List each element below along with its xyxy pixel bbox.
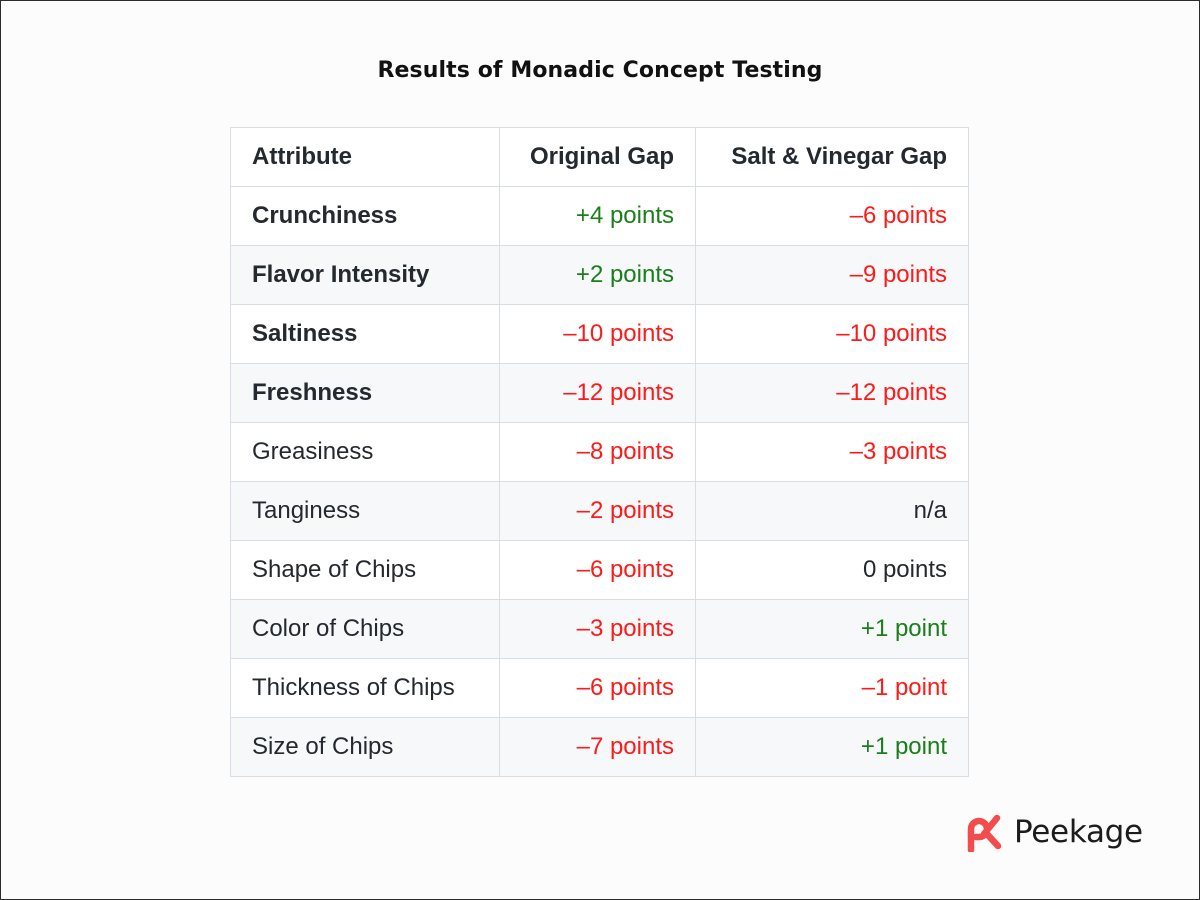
salt-vinegar-gap-cell: +1 point [695,717,969,777]
table-row: Tanginess –2 points n/a [230,481,969,541]
attribute-cell: Flavor Intensity [230,245,500,305]
results-table: Attribute Original Gap Salt & Vinegar Ga… [230,127,969,777]
attribute-cell: Color of Chips [230,599,500,659]
header-salt-vinegar-gap: Salt & Vinegar Gap [695,127,969,187]
peekage-pk-logo-icon [964,812,1004,852]
original-gap-cell: +2 points [499,245,696,305]
header-attribute: Attribute [230,127,500,187]
table-row: Greasiness –8 points –3 points [230,422,969,482]
attribute-cell: Size of Chips [230,717,500,777]
original-gap-cell: –6 points [499,540,696,600]
salt-vinegar-gap-cell: –9 points [695,245,969,305]
attribute-cell: Freshness [230,363,500,423]
original-gap-cell: –8 points [499,422,696,482]
table-row: Freshness –12 points –12 points [230,363,969,423]
attribute-cell: Shape of Chips [230,540,500,600]
attribute-cell: Tanginess [230,481,500,541]
table-row: Crunchiness +4 points –6 points [230,186,969,246]
original-gap-cell: –10 points [499,304,696,364]
original-gap-cell: –2 points [499,481,696,541]
table-row: Size of Chips –7 points +1 point [230,717,969,777]
original-gap-cell: –12 points [499,363,696,423]
salt-vinegar-gap-cell: –3 points [695,422,969,482]
salt-vinegar-gap-cell: –6 points [695,186,969,246]
table-row: Thickness of Chips –6 points –1 point [230,658,969,718]
table-row: Saltiness –10 points –10 points [230,304,969,364]
salt-vinegar-gap-cell: +1 point [695,599,969,659]
table-row: Shape of Chips –6 points 0 points [230,540,969,600]
attribute-cell: Saltiness [230,304,500,364]
table-header-row: Attribute Original Gap Salt & Vinegar Ga… [230,127,969,187]
attribute-cell: Greasiness [230,422,500,482]
peekage-logo-text: Peekage [1014,814,1143,850]
salt-vinegar-gap-cell: 0 points [695,540,969,600]
table-row: Color of Chips –3 points +1 point [230,599,969,659]
page-title: Results of Monadic Concept Testing [377,58,823,83]
table-row: Flavor Intensity +2 points –9 points [230,245,969,305]
salt-vinegar-gap-cell: n/a [695,481,969,541]
salt-vinegar-gap-cell: –12 points [695,363,969,423]
attribute-cell: Thickness of Chips [230,658,500,718]
header-original-gap: Original Gap [499,127,696,187]
original-gap-cell: –6 points [499,658,696,718]
salt-vinegar-gap-cell: –10 points [695,304,969,364]
attribute-cell: Crunchiness [230,186,500,246]
original-gap-cell: –7 points [499,717,696,777]
salt-vinegar-gap-cell: –1 point [695,658,969,718]
original-gap-cell: –3 points [499,599,696,659]
original-gap-cell: +4 points [499,186,696,246]
peekage-logo: Peekage [964,812,1143,852]
